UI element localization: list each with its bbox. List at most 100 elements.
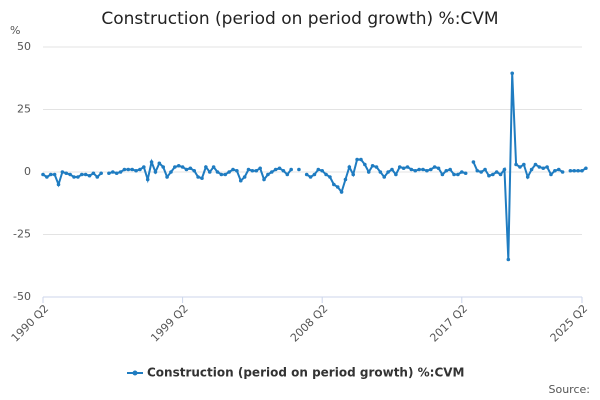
point bbox=[409, 167, 414, 172]
point bbox=[537, 165, 542, 169]
point bbox=[545, 165, 549, 169]
point bbox=[343, 177, 348, 182]
point bbox=[231, 167, 235, 172]
point bbox=[363, 162, 367, 167]
chart-title: Construction (period on period growth) %… bbox=[101, 9, 498, 29]
point bbox=[494, 170, 499, 174]
point bbox=[522, 162, 526, 167]
point bbox=[506, 257, 511, 262]
point bbox=[444, 168, 449, 173]
point bbox=[366, 170, 371, 174]
point bbox=[382, 175, 387, 179]
point bbox=[529, 167, 534, 172]
point bbox=[421, 167, 425, 172]
point bbox=[227, 170, 231, 174]
point bbox=[285, 172, 290, 177]
point bbox=[142, 165, 146, 169]
point bbox=[553, 168, 557, 173]
point bbox=[355, 157, 359, 162]
point bbox=[184, 167, 189, 172]
point bbox=[510, 71, 515, 76]
point bbox=[254, 168, 259, 173]
point bbox=[533, 162, 538, 167]
point bbox=[502, 167, 507, 172]
point bbox=[153, 170, 158, 174]
point bbox=[297, 167, 301, 172]
point bbox=[91, 171, 96, 176]
y-tick-label: -50 bbox=[13, 290, 31, 303]
point bbox=[572, 168, 577, 173]
source: Source: bbox=[549, 383, 591, 396]
point bbox=[246, 167, 251, 172]
point bbox=[169, 170, 173, 174]
point bbox=[459, 170, 464, 174]
point bbox=[165, 175, 169, 179]
legend-marker bbox=[132, 370, 138, 376]
point bbox=[134, 168, 138, 173]
point bbox=[83, 172, 88, 177]
point bbox=[60, 170, 65, 174]
point bbox=[320, 168, 324, 173]
point bbox=[304, 172, 309, 177]
point bbox=[200, 176, 204, 181]
point bbox=[312, 172, 317, 177]
point bbox=[370, 163, 375, 168]
x-tick-label: 1990 Q2 bbox=[9, 302, 52, 345]
point bbox=[223, 172, 228, 177]
point bbox=[386, 170, 390, 174]
point bbox=[45, 175, 49, 179]
point bbox=[332, 182, 336, 187]
point bbox=[192, 168, 197, 173]
point bbox=[277, 166, 282, 171]
point bbox=[432, 165, 437, 169]
point bbox=[114, 171, 119, 176]
y-tick-label: -25 bbox=[13, 228, 31, 241]
point bbox=[145, 177, 150, 182]
point bbox=[289, 167, 293, 172]
point bbox=[479, 170, 483, 174]
point bbox=[448, 167, 452, 172]
point bbox=[487, 173, 491, 178]
point bbox=[130, 167, 134, 172]
point bbox=[498, 172, 503, 177]
point bbox=[250, 168, 255, 173]
point bbox=[316, 167, 321, 172]
point bbox=[157, 161, 162, 166]
point bbox=[378, 170, 383, 174]
point bbox=[161, 165, 166, 169]
point bbox=[41, 172, 45, 177]
point bbox=[204, 165, 208, 169]
point bbox=[452, 172, 456, 177]
point bbox=[219, 172, 224, 177]
x-tick-label: 2025 Q2 bbox=[548, 302, 591, 345]
y-tick-label: 25 bbox=[17, 103, 31, 116]
point bbox=[475, 168, 480, 173]
point bbox=[281, 168, 286, 173]
point bbox=[580, 168, 584, 173]
point bbox=[56, 182, 61, 187]
point bbox=[138, 167, 142, 172]
point bbox=[173, 165, 177, 169]
point bbox=[584, 166, 588, 171]
y-tick-label: 0 bbox=[24, 165, 31, 178]
point bbox=[401, 166, 406, 171]
point bbox=[471, 160, 476, 164]
point bbox=[180, 165, 185, 169]
x-tick-label: 2017 Q2 bbox=[427, 302, 470, 345]
point bbox=[110, 170, 115, 174]
point bbox=[48, 172, 53, 177]
point bbox=[428, 167, 433, 172]
point bbox=[374, 165, 379, 169]
point bbox=[568, 168, 573, 173]
point bbox=[491, 172, 495, 177]
point bbox=[390, 167, 394, 172]
point bbox=[76, 175, 80, 179]
point bbox=[347, 165, 352, 169]
point bbox=[359, 157, 363, 162]
point bbox=[196, 175, 200, 179]
point bbox=[72, 175, 76, 179]
point bbox=[576, 168, 580, 173]
point bbox=[463, 171, 468, 176]
point bbox=[351, 172, 356, 177]
